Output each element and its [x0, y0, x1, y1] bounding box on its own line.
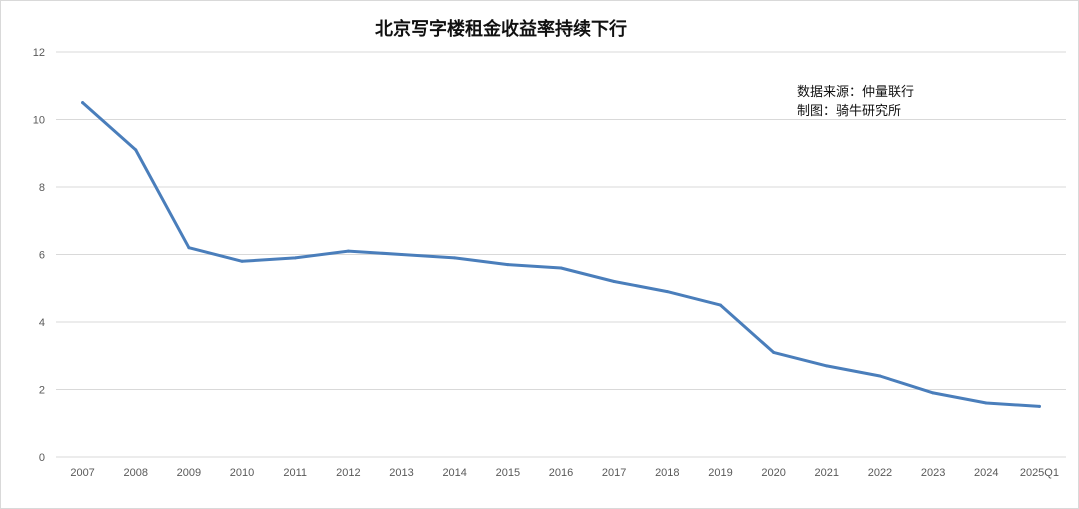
y-tick-label: 8 [39, 182, 45, 194]
x-tick-label: 2011 [283, 467, 307, 479]
data-point [825, 364, 829, 368]
data-point [400, 253, 404, 256]
y-tick-label: 0 [39, 452, 45, 464]
data-point [665, 290, 669, 294]
x-tick-label: 2015 [496, 467, 520, 479]
x-tick-label: 2014 [442, 467, 466, 479]
x-tick-label: 2025Q1 [1020, 467, 1059, 479]
source-annotation: 数据来源：仲量联行 [797, 85, 914, 100]
data-point [612, 280, 616, 283]
x-tick-label: 2013 [389, 467, 413, 479]
x-tick-label: 2021 [815, 467, 839, 479]
x-tick-label: 2016 [549, 467, 573, 479]
x-tick-label: 2022 [868, 467, 892, 479]
gridlines [56, 51, 1066, 458]
x-axis-tick-labels: 2007 2008 2009 2010 2011 2012 2013 2014 2015 2016… [70, 467, 1059, 479]
data-point [931, 391, 935, 395]
series-layer [81, 101, 1041, 408]
data-point [1037, 404, 1041, 408]
x-tick-label: 2018 [655, 467, 679, 479]
x-tick-label: 2017 [602, 467, 626, 479]
chart-title: 北京写字楼租金收益率持续下行 [375, 18, 627, 40]
data-point [346, 249, 350, 253]
x-tick-label: 2020 [761, 467, 785, 479]
x-tick-label: 2023 [921, 467, 945, 479]
y-tick-label: 6 [39, 250, 45, 262]
x-tick-label: 2008 [123, 467, 147, 479]
x-tick-label: 2019 [708, 467, 732, 479]
y-tick-label: 12 [33, 47, 45, 59]
author-annotation: 制图：骑牛研究所 [797, 104, 901, 119]
data-point [718, 303, 722, 307]
data-point [240, 259, 244, 263]
y-tick-label: 4 [39, 317, 45, 329]
x-tick-label: 2007 [70, 467, 94, 479]
data-point [293, 256, 297, 260]
data-point [506, 263, 510, 267]
x-tick-label: 2010 [230, 467, 254, 479]
data-point [187, 246, 191, 250]
data-point [878, 374, 882, 378]
data-point [772, 350, 776, 354]
data-point [559, 266, 563, 270]
x-tick-label: 2012 [336, 467, 360, 479]
x-tick-label: 2009 [177, 467, 201, 479]
x-tick-label: 2024 [974, 467, 998, 479]
data-point [81, 101, 85, 105]
y-tick-label: 2 [39, 385, 45, 397]
data-point [984, 401, 988, 405]
y-axis-tick-labels: 0 2 4 6 8 10 12 [33, 47, 45, 464]
data-point [453, 256, 457, 260]
data-point [134, 148, 138, 152]
y-tick-label: 10 [33, 115, 45, 127]
